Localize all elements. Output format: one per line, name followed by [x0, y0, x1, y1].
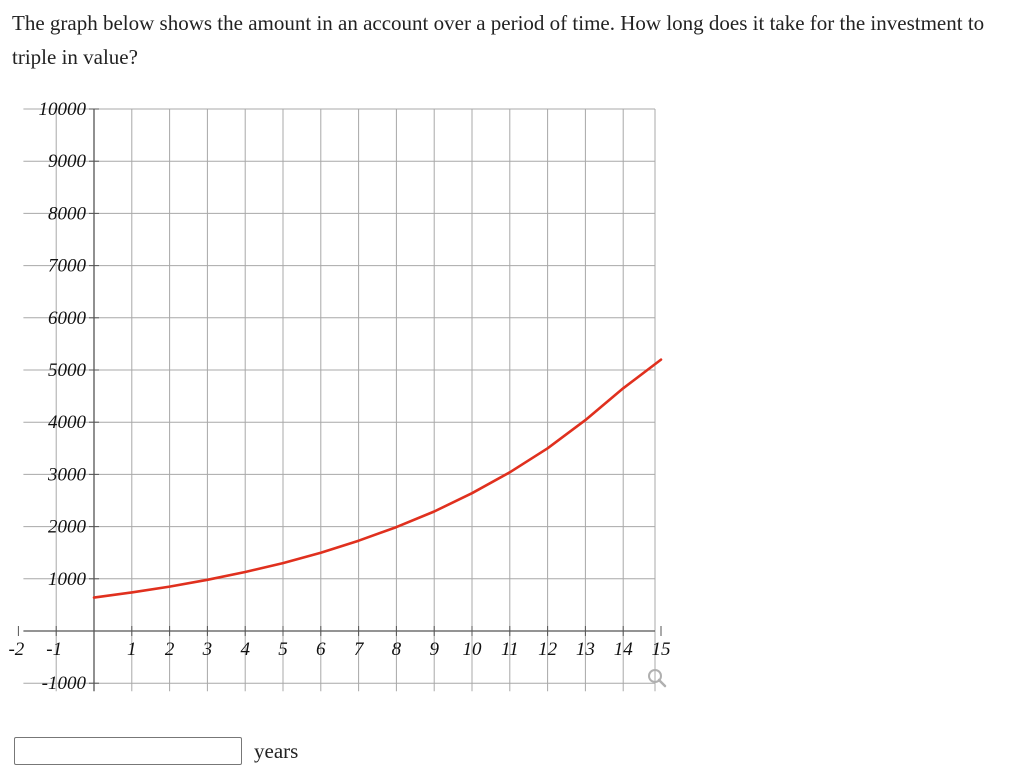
- x-tick-label: 2: [165, 639, 175, 660]
- x-tick-label: 11: [501, 639, 519, 660]
- x-tick-label: 15: [652, 639, 671, 660]
- y-tick-label: 9000: [48, 151, 87, 172]
- x-tick-label: 4: [240, 639, 250, 660]
- y-tick-label: 7000: [48, 256, 87, 277]
- y-tick-label: 2000: [48, 517, 87, 538]
- x-tick-label: 6: [316, 639, 326, 660]
- y-tick-label: 8000: [48, 203, 87, 224]
- tick-labels: -2 -1 1 2 3 4 5 6 7 8 9 10 11 12 13 14 15100009000800070…: [8, 99, 670, 694]
- y-tick-label: 5000: [48, 360, 87, 381]
- x-tick-label: 9: [429, 639, 439, 660]
- answer-row: years: [14, 736, 298, 766]
- x-tick-label: 3: [202, 639, 213, 660]
- x-tick-label: 12: [538, 639, 558, 660]
- grid: [23, 108, 656, 692]
- axes: [17, 108, 662, 692]
- x-tick-label: 10: [463, 639, 483, 660]
- y-tick-label: 4000: [48, 412, 87, 433]
- y-tick-label: 1000: [48, 569, 87, 590]
- x-tick-label: 1: [127, 639, 137, 660]
- x-tick-label: -1: [46, 639, 62, 660]
- x-tick-label: 14: [614, 639, 634, 660]
- answer-input[interactable]: [14, 737, 242, 765]
- y-tick-label: -1000: [42, 673, 87, 694]
- x-tick-label: 5: [278, 639, 288, 660]
- account-value-graph: -2 -1 1 2 3 4 5 6 7 8 9 10 11 12 13 14 15100009000800070…: [8, 99, 670, 694]
- question-text: The graph below shows the amount in an a…: [12, 11, 985, 69]
- y-tick-label: 10000: [39, 99, 87, 120]
- growth-curve: [92, 358, 663, 599]
- x-tick-label: 8: [392, 639, 402, 660]
- magnifier-lens: [648, 669, 662, 683]
- y-tick-label: 3000: [47, 464, 87, 485]
- series: [92, 358, 663, 599]
- x-tick-label: 13: [576, 639, 595, 660]
- magnifier-icon[interactable]: [648, 669, 667, 688]
- x-tick-label: 7: [354, 639, 365, 660]
- x-tick-label: -2: [8, 639, 24, 660]
- y-tick-label: 6000: [48, 308, 87, 329]
- units-label: years: [254, 738, 299, 763]
- magnifier-handle: [657, 678, 667, 688]
